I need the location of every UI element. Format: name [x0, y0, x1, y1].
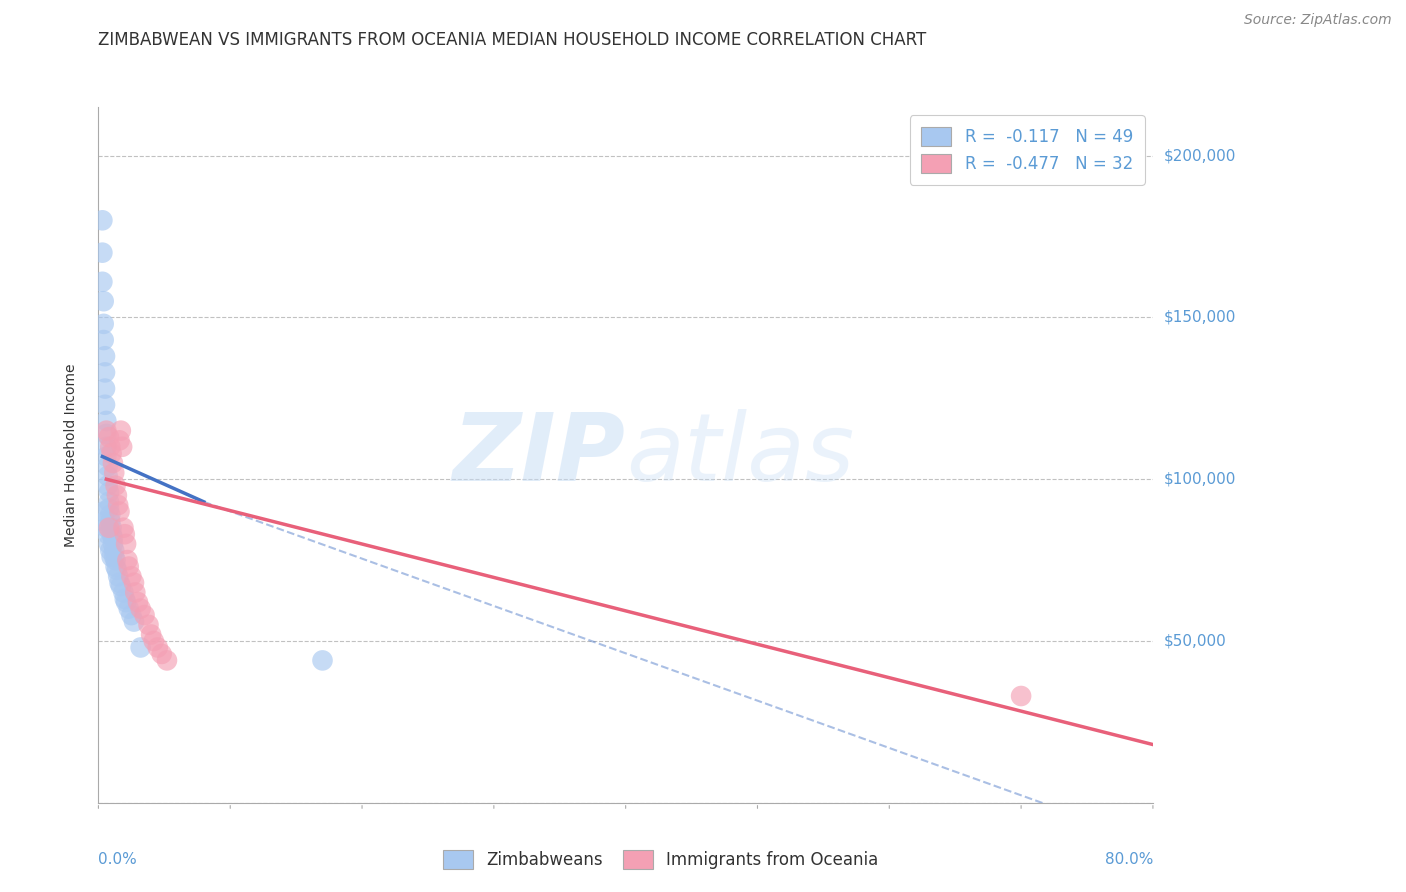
- Point: [129, 601, 152, 615]
- Point: [118, 601, 141, 615]
- Point: [98, 514, 121, 528]
- Point: [103, 549, 125, 564]
- Legend: R =  -0.117   N = 49, R =  -0.477   N = 32: R = -0.117 N = 49, R = -0.477 N = 32: [910, 115, 1144, 185]
- Point: [141, 627, 163, 641]
- Point: [150, 647, 173, 661]
- Text: 80.0%: 80.0%: [1105, 852, 1153, 866]
- Point: [118, 559, 141, 574]
- Point: [134, 608, 156, 623]
- Y-axis label: Median Household Income: Median Household Income: [63, 363, 77, 547]
- Point: [120, 569, 142, 583]
- Point: [93, 294, 115, 309]
- Text: atlas: atlas: [626, 409, 853, 500]
- Point: [98, 521, 121, 535]
- Point: [98, 543, 121, 558]
- Point: [98, 501, 121, 516]
- Point: [122, 615, 145, 629]
- Point: [103, 466, 125, 480]
- Point: [156, 653, 179, 667]
- Text: ZIP: ZIP: [453, 409, 626, 501]
- Point: [110, 424, 132, 438]
- Point: [100, 446, 122, 460]
- Point: [115, 595, 138, 609]
- Point: [97, 459, 120, 474]
- Point: [97, 478, 120, 492]
- Point: [93, 317, 115, 331]
- Text: $150,000: $150,000: [1164, 310, 1236, 325]
- Point: [96, 440, 118, 454]
- Point: [96, 521, 118, 535]
- Point: [107, 498, 129, 512]
- Point: [91, 275, 114, 289]
- Point: [112, 521, 135, 535]
- Point: [103, 543, 125, 558]
- Text: ZIMBABWEAN VS IMMIGRANTS FROM OCEANIA MEDIAN HOUSEHOLD INCOME CORRELATION CHART: ZIMBABWEAN VS IMMIGRANTS FROM OCEANIA ME…: [98, 31, 927, 49]
- Point: [98, 495, 121, 509]
- Point: [1010, 689, 1032, 703]
- Point: [97, 527, 120, 541]
- Point: [93, 333, 115, 347]
- Point: [129, 640, 152, 655]
- Point: [101, 456, 124, 470]
- Point: [105, 488, 128, 502]
- Point: [94, 398, 117, 412]
- Point: [114, 591, 136, 606]
- Point: [97, 469, 120, 483]
- Point: [112, 585, 135, 599]
- Point: [96, 450, 118, 464]
- Point: [127, 595, 149, 609]
- Text: $200,000: $200,000: [1164, 148, 1236, 163]
- Point: [120, 608, 142, 623]
- Point: [101, 531, 124, 545]
- Point: [93, 504, 115, 518]
- Point: [108, 504, 131, 518]
- Point: [107, 569, 129, 583]
- Point: [111, 440, 134, 454]
- Point: [124, 585, 146, 599]
- Point: [104, 553, 127, 567]
- Point: [117, 553, 139, 567]
- Point: [105, 563, 128, 577]
- Point: [100, 549, 122, 564]
- Point: [94, 514, 117, 528]
- Text: $50,000: $50,000: [1164, 633, 1227, 648]
- Point: [108, 434, 131, 448]
- Point: [98, 430, 121, 444]
- Point: [96, 426, 118, 441]
- Point: [115, 537, 138, 551]
- Point: [311, 653, 333, 667]
- Point: [98, 537, 121, 551]
- Point: [94, 365, 117, 379]
- Text: Source: ZipAtlas.com: Source: ZipAtlas.com: [1244, 13, 1392, 28]
- Point: [98, 508, 121, 522]
- Point: [104, 478, 127, 492]
- Point: [94, 349, 117, 363]
- Text: $100,000: $100,000: [1164, 472, 1236, 487]
- Point: [108, 575, 131, 590]
- Point: [96, 424, 118, 438]
- Point: [122, 575, 145, 590]
- Point: [98, 485, 121, 500]
- Point: [138, 617, 160, 632]
- Point: [101, 537, 124, 551]
- Point: [104, 559, 127, 574]
- Point: [110, 579, 132, 593]
- Point: [91, 213, 114, 227]
- Point: [142, 634, 165, 648]
- Point: [100, 527, 122, 541]
- Point: [114, 527, 136, 541]
- Text: 0.0%: 0.0%: [98, 852, 138, 866]
- Point: [94, 382, 117, 396]
- Legend: Zimbabweans, Immigrants from Oceania: Zimbabweans, Immigrants from Oceania: [433, 840, 889, 880]
- Point: [146, 640, 169, 655]
- Point: [100, 521, 122, 535]
- Point: [96, 414, 118, 428]
- Point: [91, 245, 114, 260]
- Point: [98, 440, 121, 454]
